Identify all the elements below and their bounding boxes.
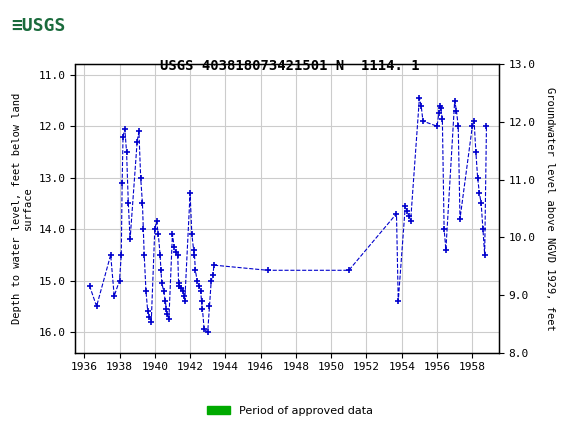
Y-axis label: Groundwater level above NGVD 1929, feet: Groundwater level above NGVD 1929, feet — [545, 87, 555, 330]
Bar — [84, 356, 220, 365]
Text: USGS 403818073421501 N  1114. 1: USGS 403818073421501 N 1114. 1 — [160, 59, 420, 73]
Text: ≡USGS: ≡USGS — [12, 17, 66, 35]
Bar — [266, 356, 271, 365]
Legend: Period of approved data: Period of approved data — [203, 401, 377, 420]
Y-axis label: Depth to water level, feet below land
surface: Depth to water level, feet below land su… — [12, 93, 33, 324]
Bar — [343, 356, 349, 365]
Bar — [393, 356, 494, 365]
FancyBboxPatch shape — [6, 5, 110, 46]
